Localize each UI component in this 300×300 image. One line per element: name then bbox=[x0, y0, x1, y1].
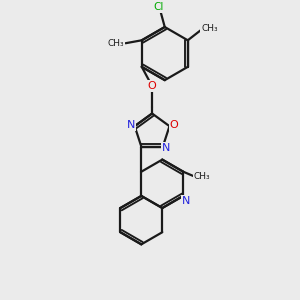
Text: O: O bbox=[169, 120, 178, 130]
Text: CH₃: CH₃ bbox=[108, 39, 124, 48]
Text: N: N bbox=[162, 143, 171, 153]
Text: N: N bbox=[182, 196, 190, 206]
Text: Cl: Cl bbox=[154, 2, 164, 12]
Text: O: O bbox=[148, 81, 157, 91]
Text: CH₃: CH₃ bbox=[194, 172, 210, 181]
Text: N: N bbox=[127, 120, 135, 130]
Text: CH₃: CH₃ bbox=[201, 24, 217, 33]
